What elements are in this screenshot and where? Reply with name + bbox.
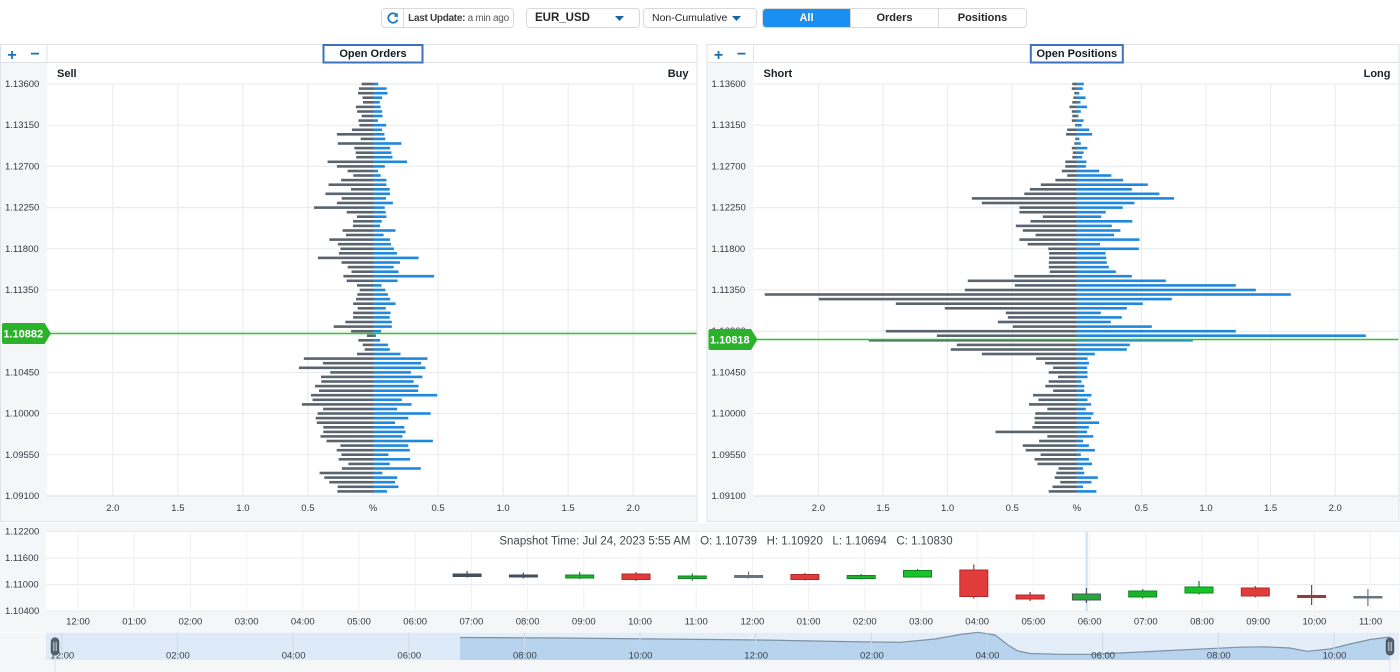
svg-text:1.0: 1.0 xyxy=(1199,503,1212,514)
svg-text:1.10000: 1.10000 xyxy=(712,409,746,420)
svg-text:03:00: 03:00 xyxy=(909,617,933,628)
svg-text:1.09550: 1.09550 xyxy=(712,450,746,461)
svg-text:09:00: 09:00 xyxy=(572,617,596,628)
svg-text:+: + xyxy=(7,47,16,64)
svg-text:1.11800: 1.11800 xyxy=(5,244,39,255)
svg-text:09:00: 09:00 xyxy=(1246,617,1270,628)
svg-text:12:00: 12:00 xyxy=(50,651,74,662)
svg-text:04:00: 04:00 xyxy=(291,617,315,628)
svg-text:10:00: 10:00 xyxy=(629,651,653,662)
svg-text:−: − xyxy=(737,46,746,63)
svg-text:1.11000: 1.11000 xyxy=(5,580,39,591)
svg-text:08:00: 08:00 xyxy=(513,651,537,662)
svg-text:0.5: 0.5 xyxy=(1135,503,1148,514)
svg-text:06:00: 06:00 xyxy=(1091,651,1115,662)
svg-text:04:00: 04:00 xyxy=(282,651,306,662)
svg-text:08:00: 08:00 xyxy=(1190,617,1214,628)
svg-text:11:00: 11:00 xyxy=(1359,617,1382,628)
svg-text:1.11350: 1.11350 xyxy=(712,285,746,296)
svg-text:Snapshot Time: Jul 24, 2023 5:: Snapshot Time: Jul 24, 2023 5:55 AM O: 1… xyxy=(499,536,952,548)
svg-text:0.5: 0.5 xyxy=(431,503,444,514)
svg-text:08:00: 08:00 xyxy=(516,617,540,628)
svg-text:1.11800: 1.11800 xyxy=(712,244,746,255)
svg-text:1.13600: 1.13600 xyxy=(712,79,746,90)
svg-text:1.0: 1.0 xyxy=(236,503,249,514)
svg-text:Open Orders: Open Orders xyxy=(339,48,406,60)
svg-text:02:00: 02:00 xyxy=(179,617,203,628)
svg-text:1.10450: 1.10450 xyxy=(712,367,746,378)
svg-text:Sell: Sell xyxy=(57,68,77,80)
svg-text:Short: Short xyxy=(764,68,793,80)
svg-text:12:00: 12:00 xyxy=(66,617,90,628)
svg-text:1.11600: 1.11600 xyxy=(5,553,39,564)
svg-text:1.0: 1.0 xyxy=(941,503,954,514)
svg-text:1.13600: 1.13600 xyxy=(5,79,39,90)
svg-text:%: % xyxy=(369,503,378,514)
svg-text:1.5: 1.5 xyxy=(561,503,574,514)
svg-text:1.09100: 1.09100 xyxy=(5,491,39,502)
svg-text:1.10400: 1.10400 xyxy=(5,606,39,617)
svg-text:04:00: 04:00 xyxy=(976,651,1000,662)
svg-text:0.5: 0.5 xyxy=(301,503,314,514)
svg-text:05:00: 05:00 xyxy=(1022,617,1046,628)
svg-text:07:00: 07:00 xyxy=(1134,617,1158,628)
svg-text:06:00: 06:00 xyxy=(403,617,427,628)
svg-text:1.09550: 1.09550 xyxy=(5,450,39,461)
svg-text:1.09100: 1.09100 xyxy=(712,491,746,502)
svg-text:2.0: 2.0 xyxy=(1329,503,1342,514)
svg-text:02:00: 02:00 xyxy=(166,651,190,662)
svg-text:08:00: 08:00 xyxy=(1207,651,1231,662)
svg-text:%: % xyxy=(1073,503,1082,514)
svg-text:1.12700: 1.12700 xyxy=(712,161,746,172)
svg-text:1.12250: 1.12250 xyxy=(712,203,746,214)
svg-text:+: + xyxy=(714,47,723,64)
svg-text:−: − xyxy=(30,46,39,63)
svg-text:1.12250: 1.12250 xyxy=(5,203,39,214)
svg-text:1.13150: 1.13150 xyxy=(712,120,746,131)
svg-text:10:00: 10:00 xyxy=(1303,617,1327,628)
svg-text:1.10818: 1.10818 xyxy=(710,334,750,346)
svg-text:2.0: 2.0 xyxy=(627,503,640,514)
svg-text:10:00: 10:00 xyxy=(628,617,652,628)
svg-text:12:00: 12:00 xyxy=(741,617,765,628)
svg-text:05:00: 05:00 xyxy=(347,617,371,628)
svg-text:1.5: 1.5 xyxy=(1264,503,1277,514)
svg-text:02:00: 02:00 xyxy=(860,651,884,662)
svg-text:1.12200: 1.12200 xyxy=(5,527,39,538)
svg-text:2.0: 2.0 xyxy=(106,503,119,514)
svg-text:03:00: 03:00 xyxy=(235,617,259,628)
svg-text:06:00: 06:00 xyxy=(397,651,421,662)
svg-text:12:00: 12:00 xyxy=(744,651,768,662)
svg-text:1.5: 1.5 xyxy=(171,503,184,514)
svg-text:Long: Long xyxy=(1364,68,1391,80)
svg-text:06:00: 06:00 xyxy=(1078,617,1102,628)
svg-text:1.10882: 1.10882 xyxy=(3,328,43,340)
svg-text:1.0: 1.0 xyxy=(496,503,509,514)
svg-text:0.5: 0.5 xyxy=(1006,503,1019,514)
svg-text:04:00: 04:00 xyxy=(965,617,989,628)
svg-text:Buy: Buy xyxy=(668,68,690,80)
svg-text:1.13150: 1.13150 xyxy=(5,120,39,131)
svg-text:Open Positions: Open Positions xyxy=(1036,48,1117,60)
svg-text:02:00: 02:00 xyxy=(853,617,877,628)
svg-text:01:00: 01:00 xyxy=(797,617,821,628)
svg-text:1.10000: 1.10000 xyxy=(5,409,39,420)
svg-text:1.5: 1.5 xyxy=(876,503,889,514)
svg-text:1.10450: 1.10450 xyxy=(5,367,39,378)
svg-text:10:00: 10:00 xyxy=(1323,651,1347,662)
svg-text:1.12700: 1.12700 xyxy=(5,161,39,172)
svg-text:2.0: 2.0 xyxy=(812,503,825,514)
svg-text:01:00: 01:00 xyxy=(122,617,146,628)
svg-text:1.11350: 1.11350 xyxy=(5,285,39,296)
svg-text:07:00: 07:00 xyxy=(460,617,484,628)
svg-text:11:00: 11:00 xyxy=(685,617,708,628)
